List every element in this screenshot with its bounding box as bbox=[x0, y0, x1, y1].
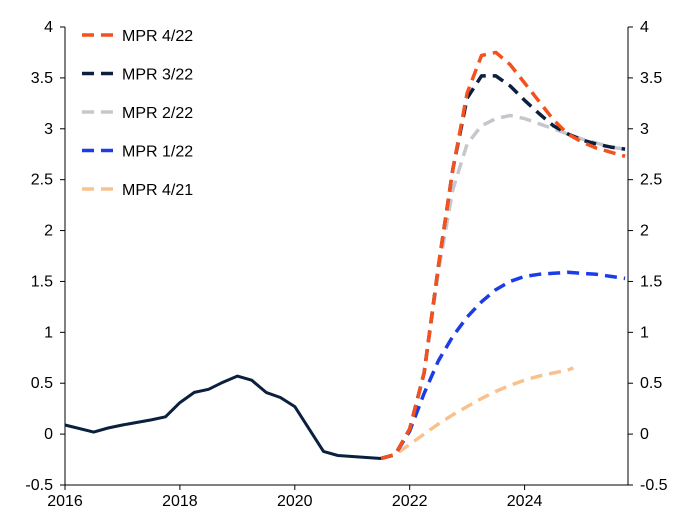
y-tick-label-right: 4 bbox=[640, 19, 649, 36]
legend-label-mpr-1-22: MPR 1/22 bbox=[122, 144, 193, 161]
y-tick-label-right: -0.5 bbox=[640, 477, 668, 494]
y-tick-label-left: 1 bbox=[44, 324, 53, 341]
series-lines bbox=[64, 50, 626, 461]
legend: MPR 4/22 MPR 3/22 MPR 2/22 MPR 1/22 MPR 4/21 bbox=[82, 28, 193, 199]
y-tick-label-left: 1.5 bbox=[31, 273, 53, 290]
series-line-mpr-1-22 bbox=[380, 270, 626, 461]
y-tick-label-right: 2.5 bbox=[640, 172, 662, 189]
right-y-ticks: 4 3.5 3 2.5 2 1.5 1 0.5 0 -0.5 bbox=[628, 19, 668, 494]
legend-label-mpr-3-22: MPR 3/22 bbox=[122, 67, 193, 84]
series-line-mpr-4-22 bbox=[380, 50, 626, 461]
y-tick-label-left: 4 bbox=[44, 19, 53, 36]
x-tick-label: 2020 bbox=[277, 493, 313, 510]
legend-label-mpr-4-21: MPR 4/21 bbox=[122, 182, 193, 199]
y-tick-label-right: 3 bbox=[640, 121, 649, 138]
y-tick-label-left: 3 bbox=[44, 121, 53, 138]
y-tick-label-left: 2.5 bbox=[31, 172, 53, 189]
y-tick-label-left: 0 bbox=[44, 426, 53, 443]
history-line bbox=[64, 374, 382, 460]
y-tick-label-left: 0.5 bbox=[31, 375, 53, 392]
y-tick-label-right: 1 bbox=[640, 324, 649, 341]
y-tick-label-left: -0.5 bbox=[25, 477, 53, 494]
series-line-mpr-3-22 bbox=[380, 74, 626, 461]
y-tick-label-right: 0.5 bbox=[640, 375, 662, 392]
y-tick-label-right: 1.5 bbox=[640, 273, 662, 290]
series-line-mpr-2-22 bbox=[380, 113, 626, 461]
y-tick-label-left: 3.5 bbox=[31, 70, 53, 87]
y-tick-label-right: 2 bbox=[640, 223, 649, 240]
x-tick-label: 2018 bbox=[162, 493, 198, 510]
legend-label-mpr-2-22: MPR 2/22 bbox=[122, 105, 193, 122]
y-tick-label-right: 3.5 bbox=[640, 70, 662, 87]
legend-label-mpr-4-22: MPR 4/22 bbox=[122, 28, 193, 45]
y-tick-label-left: 2 bbox=[44, 223, 53, 240]
x-tick-label: 2022 bbox=[392, 493, 428, 510]
series-line-mpr-4-21 bbox=[380, 366, 574, 461]
left-y-ticks: 4 3.5 3 2.5 2 1.5 1 0.5 0 -0.5 bbox=[25, 19, 65, 494]
x-ticks: 2016 2018 2020 2022 2024 bbox=[47, 485, 542, 510]
x-tick-label: 2024 bbox=[507, 493, 543, 510]
x-tick-label: 2016 bbox=[47, 493, 83, 510]
y-tick-label-right: 0 bbox=[640, 426, 649, 443]
